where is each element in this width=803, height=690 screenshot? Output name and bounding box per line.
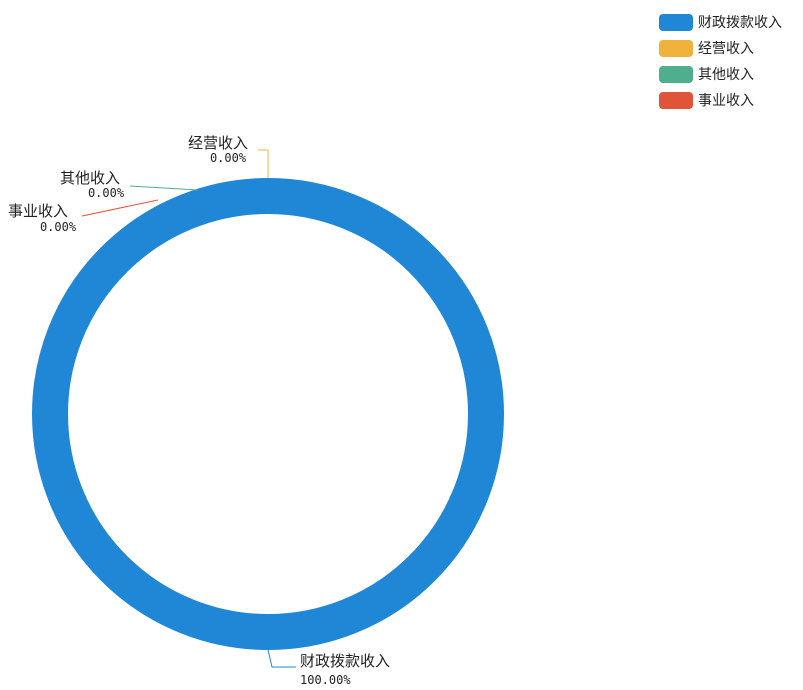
legend-label-operating: 经营收入 — [698, 41, 754, 57]
donut-slice-0 — [32, 178, 504, 650]
leader-line-1 — [258, 149, 269, 178]
slice-percent-2: 0.00% — [88, 186, 125, 200]
slice-label-2: 其他收入 — [60, 169, 120, 187]
slice-label-3: 事业收入 — [8, 202, 68, 220]
legend-label-fiscal: 财政拨款收入 — [698, 15, 782, 31]
slice-label-1: 经营收入 — [188, 134, 248, 152]
leader-line-3 — [81, 199, 159, 217]
legend-item-other[interactable]: 其他收入 — [659, 62, 799, 86]
legend-label-business: 事业收入 — [698, 93, 754, 109]
legend-swatch-other — [659, 65, 693, 83]
legend-swatch-operating — [659, 39, 693, 57]
slice-label-0: 财政拨款收入 — [300, 652, 390, 670]
chart-legend: 财政拨款收入 经营收入 其他收入 事业收入 — [659, 10, 799, 114]
leader-line-0 — [267, 649, 296, 668]
leader-line-2 — [129, 185, 199, 191]
legend-item-business[interactable]: 事业收入 — [659, 88, 799, 112]
legend-item-operating[interactable]: 经营收入 — [659, 36, 799, 60]
slice-percent-3: 0.00% — [40, 220, 77, 234]
legend-item-fiscal[interactable]: 财政拨款收入 — [659, 10, 799, 34]
slice-percent-1: 0.00% — [210, 151, 247, 165]
legend-swatch-business — [659, 91, 693, 109]
legend-swatch-fiscal — [659, 13, 693, 31]
legend-label-other: 其他收入 — [698, 67, 754, 83]
slice-percent-0: 100.00% — [300, 673, 351, 687]
